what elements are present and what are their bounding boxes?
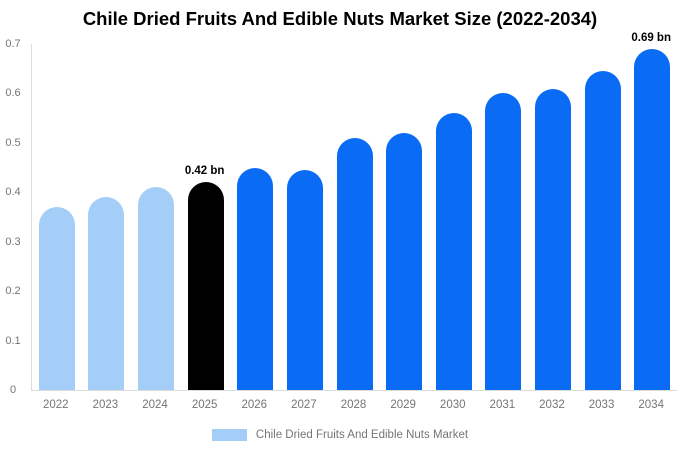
bar-2029[interactable] bbox=[386, 132, 423, 390]
y-axis-tick-label: 0.4 bbox=[5, 186, 21, 199]
bar-2030[interactable] bbox=[435, 113, 472, 390]
bar-2023[interactable] bbox=[88, 197, 125, 390]
x-axis-label-2028: 2028 bbox=[340, 399, 367, 411]
bar-2032[interactable] bbox=[534, 88, 571, 390]
x-axis-label-2023: 2023 bbox=[92, 399, 119, 411]
x-axis-label-2030: 2030 bbox=[439, 399, 466, 411]
y-axis-tick-label: 0.2 bbox=[5, 285, 21, 298]
y-axis-tick-label: 0 bbox=[9, 384, 17, 396]
chart-title: Chile Dried Fruits And Edible Nuts Marke… bbox=[82, 8, 598, 29]
bar-2025[interactable] bbox=[187, 182, 224, 390]
x-axis-label-2031: 2031 bbox=[489, 399, 516, 411]
bar-value-label-2034: 0.69 bn bbox=[631, 31, 671, 44]
y-axis-tick-label: 0.1 bbox=[5, 334, 21, 347]
x-axis-label-2029: 2029 bbox=[390, 399, 416, 411]
bar-2033[interactable] bbox=[584, 71, 621, 390]
legend-swatch bbox=[211, 429, 247, 441]
legend-label: Chile Dried Fruits And Edible Nuts Marke… bbox=[255, 429, 469, 441]
y-axis-tick-label: 0.3 bbox=[5, 235, 21, 248]
x-axis-label-2032: 2032 bbox=[539, 399, 565, 411]
x-axis-label-2034: 2034 bbox=[638, 399, 664, 411]
bar-2022[interactable] bbox=[38, 207, 75, 390]
bar-2024[interactable] bbox=[138, 187, 175, 390]
bar-2026[interactable] bbox=[237, 167, 274, 390]
x-axis-label-2027: 2027 bbox=[291, 399, 317, 411]
x-axis-label-2026: 2026 bbox=[241, 399, 268, 411]
bar-2027[interactable] bbox=[286, 170, 323, 390]
bar-2028[interactable] bbox=[336, 137, 373, 390]
bar-2031[interactable] bbox=[485, 93, 522, 390]
y-axis-tick-label: 0.6 bbox=[5, 87, 21, 100]
bar-2034[interactable] bbox=[634, 48, 671, 390]
plot-area bbox=[31, 44, 677, 391]
legend[interactable]: Chile Dried Fruits And Edible Nuts Marke… bbox=[0, 429, 680, 441]
y-axis-tick-label: 0.7 bbox=[5, 38, 21, 50]
bar-value-label-2025: 0.42 bn bbox=[184, 165, 225, 178]
x-axis-label-2022: 2022 bbox=[43, 399, 69, 411]
x-axis-label-2025: 2025 bbox=[191, 399, 218, 411]
y-axis-tick-label: 0.5 bbox=[5, 136, 21, 149]
x-axis-label-2024: 2024 bbox=[142, 399, 168, 411]
x-axis-label-2033: 2033 bbox=[588, 399, 615, 411]
